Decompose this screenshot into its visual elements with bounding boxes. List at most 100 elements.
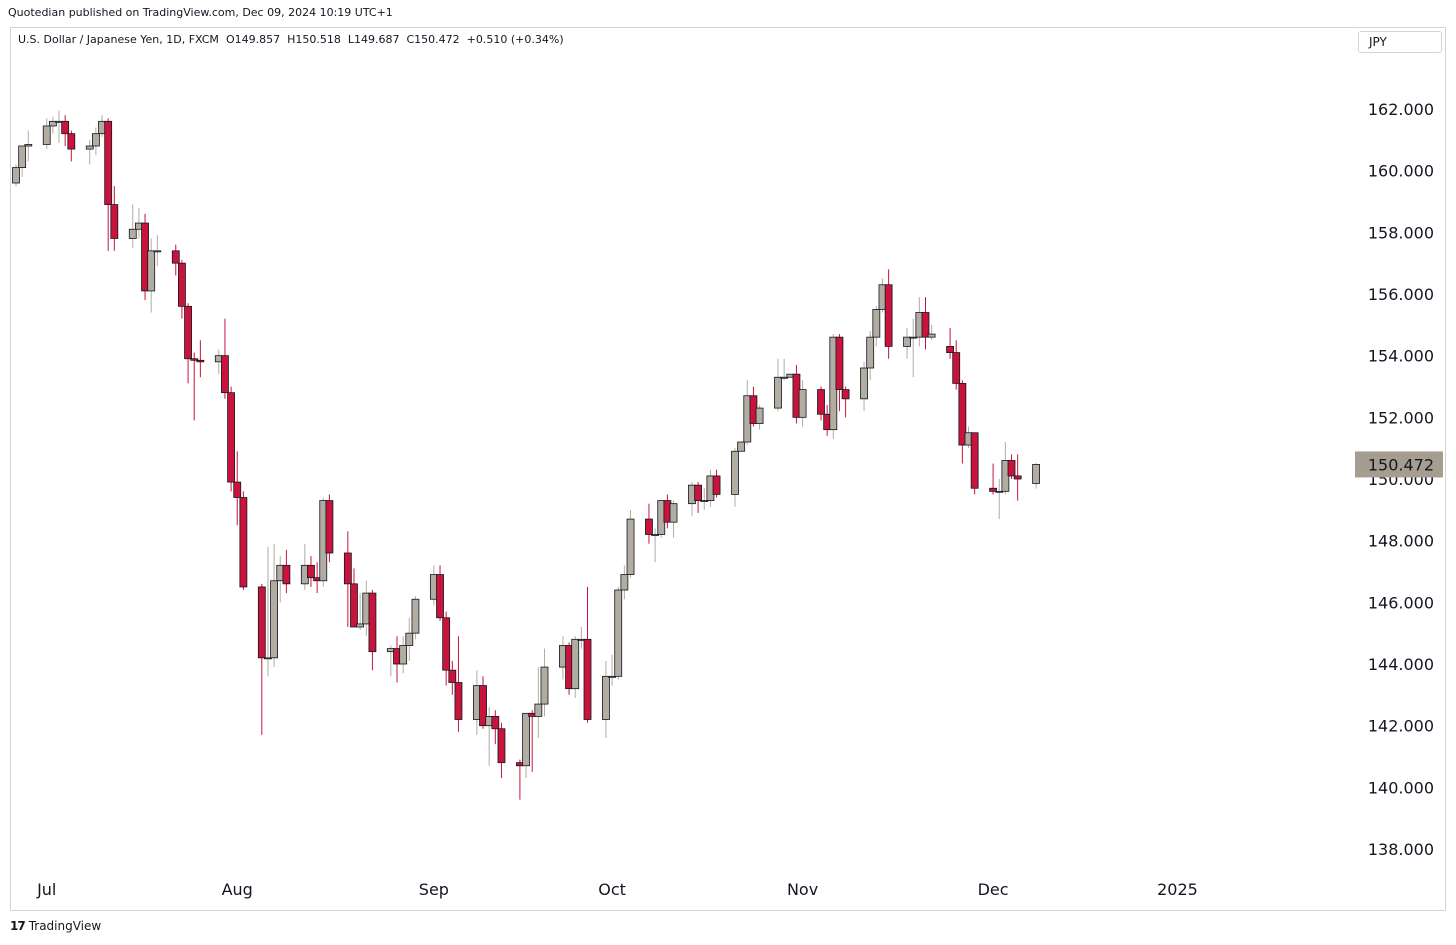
candle-body — [442, 617, 451, 671]
candle — [61, 115, 70, 146]
candle — [780, 358, 789, 381]
candle — [989, 463, 997, 495]
candle-layer — [12, 110, 1041, 800]
candle — [958, 380, 967, 464]
candle-body — [608, 675, 616, 678]
candle — [104, 118, 113, 251]
candle — [405, 617, 414, 661]
candle-body — [817, 389, 825, 415]
candle — [817, 386, 825, 421]
candle-body — [1007, 460, 1016, 477]
candle — [147, 238, 156, 313]
candle — [227, 386, 235, 492]
candle — [602, 660, 610, 738]
candle — [669, 500, 678, 538]
candle — [522, 712, 530, 779]
candle — [110, 186, 119, 251]
candle-body — [866, 336, 875, 369]
candle-body — [626, 518, 635, 575]
candle — [1013, 454, 1022, 501]
candle — [233, 451, 242, 526]
currency-button[interactable]: JPY — [1358, 31, 1442, 53]
candle — [540, 648, 549, 717]
candle — [91, 127, 100, 156]
candle — [995, 479, 1004, 520]
candle-body — [841, 389, 850, 400]
candle-body — [350, 583, 358, 628]
candle-body — [233, 481, 242, 498]
candle-body — [909, 336, 918, 339]
candle-body — [190, 358, 199, 361]
candle-body — [24, 144, 33, 147]
candle — [626, 509, 635, 578]
candle-body — [952, 352, 961, 384]
candle-body — [651, 534, 660, 536]
candle — [171, 244, 180, 276]
candle — [479, 676, 487, 729]
candle-body — [884, 284, 893, 347]
candle-body — [583, 638, 592, 720]
candle — [645, 503, 653, 544]
candle — [190, 352, 199, 421]
candle-body — [368, 592, 377, 653]
candle — [128, 204, 137, 248]
candle — [67, 130, 76, 162]
candle — [534, 667, 543, 738]
candle — [903, 327, 911, 359]
candle — [651, 528, 660, 563]
candle-body — [700, 500, 709, 502]
candle-body — [522, 712, 530, 767]
candle-body — [221, 355, 229, 394]
candle — [48, 116, 57, 134]
candle — [356, 593, 365, 631]
candle — [1032, 463, 1041, 489]
candle-body — [860, 367, 868, 400]
candle — [42, 118, 51, 150]
symbol-legend: U.S. Dollar / Japanese Yen, 1D, FXCM O14… — [18, 33, 564, 46]
candle — [798, 380, 807, 427]
candle — [196, 340, 205, 378]
candle-body — [91, 133, 100, 147]
price-tick-label: 146.000 — [1368, 593, 1434, 612]
last-price-label: 150.472 — [1368, 455, 1434, 474]
candle — [239, 491, 248, 590]
candle — [774, 358, 782, 412]
low-value: L149.687 — [347, 33, 400, 46]
change-value: +0.510 (+0.34%) — [466, 33, 564, 46]
candle-body — [227, 392, 235, 483]
candle-body — [479, 685, 487, 727]
price-tick-label: 144.000 — [1368, 655, 1434, 674]
candle — [694, 482, 703, 513]
candle — [731, 448, 739, 507]
tradingview-logo-text: TradingView — [28, 919, 102, 933]
candle-body — [399, 645, 408, 665]
candle — [399, 636, 408, 674]
candle-body — [405, 632, 414, 646]
candle — [712, 469, 721, 498]
candle-body — [128, 228, 137, 239]
candle-body — [694, 484, 703, 501]
candle-body — [436, 574, 444, 619]
candle-body — [491, 716, 500, 730]
candle — [835, 334, 844, 412]
candle — [1007, 454, 1016, 479]
candle — [442, 611, 451, 686]
candle-body — [356, 623, 365, 628]
candle-body — [178, 262, 186, 307]
candle — [755, 405, 764, 430]
candle-body — [669, 503, 678, 523]
candle — [884, 269, 893, 359]
candle-body — [970, 432, 979, 489]
time-tick-label: Oct — [598, 880, 626, 899]
candle-body — [257, 586, 266, 659]
candle — [325, 494, 334, 563]
candle — [872, 306, 881, 347]
tradingview-logo[interactable]: 17 TradingView — [10, 919, 101, 933]
candle — [368, 590, 377, 671]
candle — [970, 432, 979, 495]
candle — [497, 722, 506, 779]
candle-body — [927, 333, 936, 338]
candle-body — [282, 564, 291, 585]
candle-body — [712, 475, 721, 495]
